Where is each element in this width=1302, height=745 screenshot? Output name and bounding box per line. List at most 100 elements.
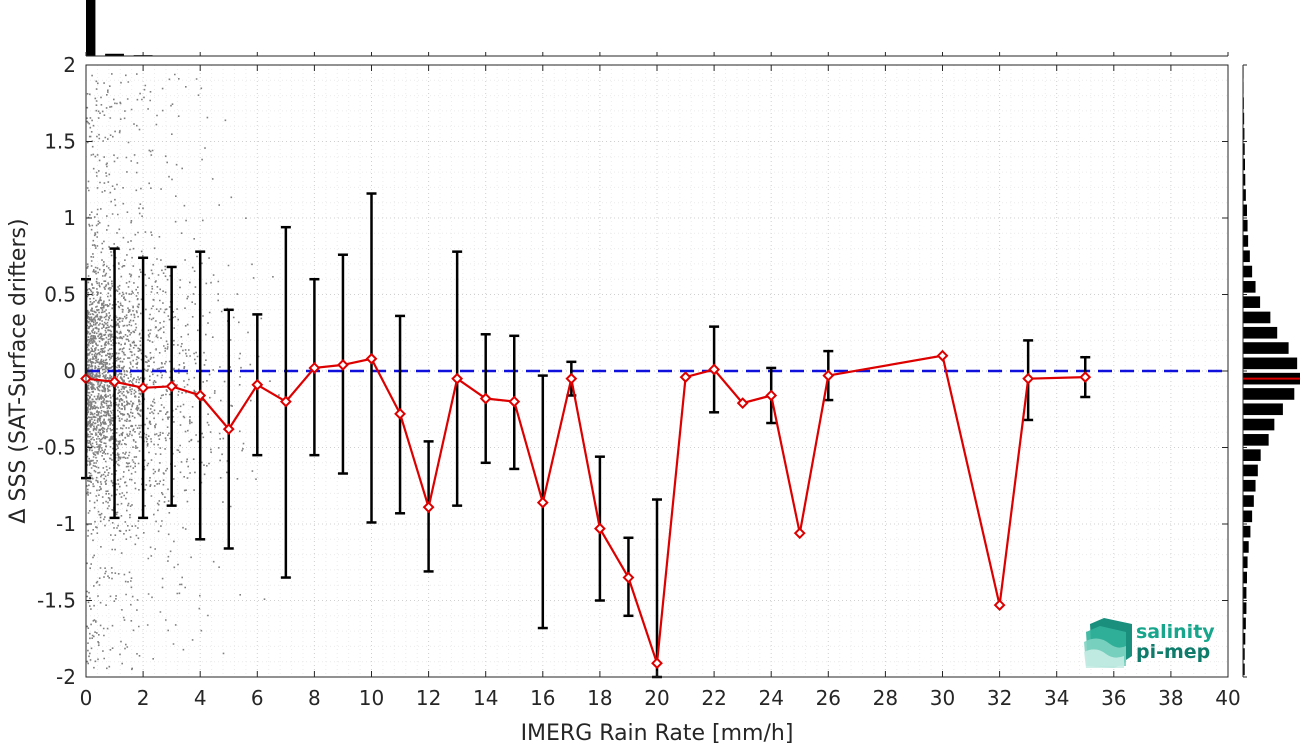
mean-line-series	[80, 349, 1092, 670]
x-tick-label: 32	[987, 686, 1012, 710]
y-tick-label: -1.5	[37, 589, 76, 613]
right-histogram-bar	[1243, 219, 1248, 232]
y-tick-label: -1	[56, 512, 76, 536]
y-tick-label: 2	[63, 53, 76, 77]
mean-point	[993, 599, 1006, 612]
right-histogram-bar	[1243, 479, 1256, 492]
right-histogram-bar	[1243, 464, 1258, 477]
x-tick-label: 30	[930, 686, 955, 710]
x-tick-label: 22	[701, 686, 726, 710]
right-histogram-bar	[1243, 525, 1251, 538]
top-histogram-bar	[86, 0, 96, 56]
right-histogram-bar	[1243, 602, 1247, 614]
right-histogram-bar	[1243, 663, 1245, 676]
mean-point	[108, 375, 121, 388]
y-axis-label: Δ SSS (SAT-Surface drifters)	[6, 218, 31, 523]
mean-point	[651, 657, 663, 670]
right-histogram-bar	[1243, 281, 1256, 293]
right-histogram-bar	[1243, 418, 1275, 431]
right-histogram-bar	[1243, 357, 1298, 370]
x-tick-labels: 0 2 4 6 8 10 12 14 16 18 20 22 24 26 28 30 32 34 36 38 40	[80, 686, 1241, 710]
mean-point	[822, 369, 835, 382]
x-tick-label: 4	[194, 686, 207, 710]
scatter-points	[86, 73, 280, 671]
right-histogram-bar	[1243, 342, 1289, 354]
right-histogram-bar	[1243, 648, 1245, 660]
y-tick-label: 0	[63, 359, 76, 383]
right-histogram-bar	[1243, 388, 1295, 400]
right-histogram-bar	[1243, 495, 1254, 507]
right-histogram-bar	[1243, 189, 1246, 201]
x-tick-label: 26	[816, 686, 841, 710]
mean-point	[365, 352, 378, 365]
mean-point	[736, 397, 749, 410]
right-histogram	[1243, 66, 1300, 676]
x-tick-label: 10	[359, 686, 384, 710]
x-tick-label: 38	[1158, 686, 1183, 710]
right-histogram-bar	[1243, 296, 1261, 308]
right-histogram-bar	[1243, 173, 1246, 186]
x-axis-label: IMERG Rain Rate [mm/h]	[521, 721, 794, 745]
right-histogram-bar	[1243, 617, 1246, 630]
x-tick-label: 6	[251, 686, 264, 710]
logo-line2: pi-mep	[1136, 641, 1210, 663]
mean-point	[308, 362, 321, 374]
right-histogram-bar	[1243, 311, 1271, 324]
right-histogram-bar	[1243, 587, 1247, 599]
y-tick-label: -2	[56, 665, 76, 689]
x-tick-label: 12	[416, 686, 441, 710]
x-tick-label: 0	[80, 686, 93, 710]
mean-point	[137, 381, 150, 394]
right-histogram-bar	[1243, 434, 1269, 446]
x-tick-label: 18	[587, 686, 612, 710]
right-histogram-bar	[1243, 510, 1253, 523]
logo-wave-icon	[1084, 618, 1132, 668]
x-tick-label: 34	[1044, 686, 1069, 710]
y-tick-label: -0.5	[37, 436, 76, 460]
mean-point	[394, 407, 406, 420]
right-histogram-bar	[1243, 158, 1245, 171]
right-histogram-bar	[1243, 250, 1250, 263]
y-tick-label: 0.5	[44, 283, 76, 307]
mean-point	[708, 363, 721, 376]
mean-point	[793, 527, 806, 540]
scatter-cloud	[86, 73, 280, 671]
mean-point	[508, 395, 521, 408]
right-histogram-ticks	[1243, 64, 1247, 678]
top-histogram	[86, 0, 153, 56]
x-tick-label: 8	[308, 686, 321, 710]
mean-point	[479, 392, 492, 405]
right-histogram-bar	[1243, 571, 1247, 584]
y-tick-labels: 2 1.5 1 0.5 0 -0.5 -1 -1.5 -2	[37, 53, 76, 689]
mean-point	[765, 389, 778, 402]
x-tick-label: 20	[644, 686, 669, 710]
right-histogram-bar	[1243, 204, 1247, 217]
y-tick-label: 1.5	[44, 130, 76, 154]
mean-point	[451, 372, 464, 385]
top-histogram-ticks	[85, 52, 1229, 56]
y-tick-label: 1	[63, 206, 76, 230]
top-histogram-bar	[105, 53, 124, 56]
right-histogram-bar	[1243, 235, 1249, 247]
x-tick-label: 36	[1101, 686, 1126, 710]
x-tick-label: 40	[1215, 686, 1240, 710]
x-tick-label: 16	[530, 686, 555, 710]
right-histogram-bar	[1243, 403, 1283, 416]
right-histogram-bar	[1243, 556, 1248, 569]
mean-point	[565, 372, 578, 385]
x-tick-label: 14	[473, 686, 498, 710]
mean-point	[679, 371, 692, 384]
mean-point	[1022, 372, 1035, 385]
salinity-pi-mep-logo: salinity pi-mep	[1084, 618, 1215, 668]
right-histogram-bar	[1243, 112, 1245, 125]
x-tick-label: 28	[873, 686, 898, 710]
mean-point	[251, 378, 264, 391]
x-tick-label: 24	[758, 686, 783, 710]
right-histogram-bar	[1243, 632, 1246, 645]
logo-line1: salinity	[1136, 621, 1215, 643]
right-histogram-bar	[1243, 449, 1261, 461]
mean-point	[422, 501, 435, 514]
mean-point	[622, 571, 635, 584]
mean-point	[222, 423, 235, 436]
